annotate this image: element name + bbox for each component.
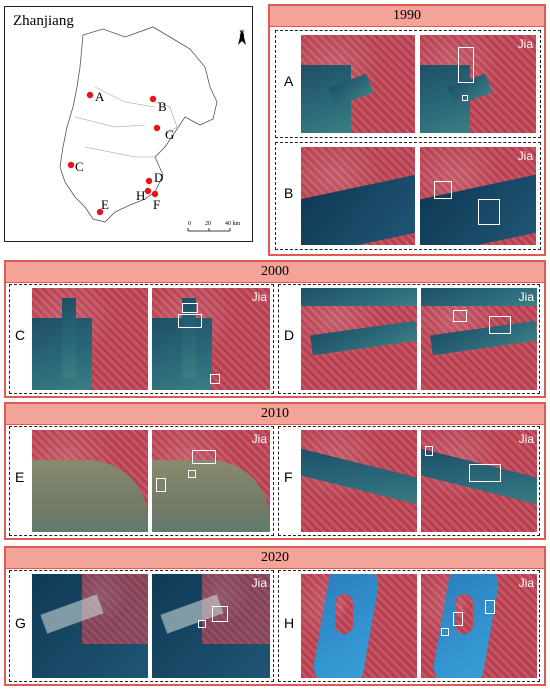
group-d-label: D (284, 327, 295, 343)
highlight-box-c3 (210, 374, 220, 384)
watermark-f: Jia (518, 432, 534, 446)
highlight-box-a2 (462, 95, 468, 101)
image-a-annotated: Jia (420, 35, 536, 133)
highlight-box-h2 (485, 600, 495, 614)
panel-1990: 1990 A Jia B Jia (268, 4, 546, 256)
image-h-annotated: Jia (421, 574, 537, 678)
group-e-label: E (15, 469, 25, 485)
panel-2020-header: 2020 (6, 548, 544, 569)
map-title: Zhanjiang (13, 13, 74, 29)
highlight-box-f1 (425, 446, 433, 456)
panel-2000: 2000 C Jia D Jia (4, 260, 546, 398)
group-f-label: F (284, 469, 293, 485)
highlight-box-c2 (178, 314, 202, 328)
group-g: G Jia (9, 570, 274, 682)
zhanjiang-outline-map (59, 26, 231, 232)
highlight-box-f2 (469, 464, 501, 482)
panel-2000-header: 2000 (6, 262, 544, 283)
image-f-original (301, 430, 417, 532)
site-label-g: G (165, 127, 175, 142)
site-label-b: B (158, 99, 167, 114)
highlight-box-h1 (453, 612, 463, 626)
panel-1990-header: 1990 (270, 6, 544, 27)
watermark-a: Jia (517, 37, 533, 51)
group-h: H Jia (278, 570, 540, 682)
site-label-f: F (153, 197, 161, 212)
image-b-original (301, 147, 415, 245)
image-a-original (301, 35, 415, 133)
site-marker-e (96, 208, 104, 216)
image-f-annotated: Jia (421, 430, 537, 532)
group-b: B Jia (275, 142, 541, 250)
panel-2010: 2010 E Jia F Jia (4, 402, 546, 540)
group-f: F Jia (278, 426, 540, 536)
site-marker-c (67, 161, 75, 169)
image-g-annotated: Jia (152, 574, 270, 678)
panel-2010-header: 2010 (6, 404, 544, 425)
group-d: D Jia (278, 284, 540, 394)
site-marker-b (149, 95, 157, 103)
highlight-box-b2 (478, 199, 500, 225)
group-c-label: C (15, 327, 26, 343)
image-g-original (32, 574, 148, 678)
group-b-label: B (284, 185, 294, 201)
site-label-d: D (154, 170, 164, 185)
highlight-box-e2 (188, 470, 196, 478)
watermark-d: Jia (518, 290, 534, 304)
watermark-e: Jia (251, 432, 267, 446)
highlight-box-e1 (192, 450, 216, 464)
site-marker-g (153, 124, 161, 132)
image-b-annotated: Jia (420, 147, 536, 245)
watermark-g: Jia (251, 576, 267, 590)
image-h-original (301, 574, 417, 678)
north-arrow-icon: N (236, 29, 248, 55)
site-label-c: C (75, 159, 84, 174)
site-marker-f (151, 190, 159, 198)
site-marker-d (145, 177, 153, 185)
scale-tick-0: 0 (188, 221, 191, 227)
highlight-box-d2 (489, 316, 511, 334)
group-g-label: G (15, 615, 26, 631)
highlight-box-e3 (156, 478, 166, 492)
image-c-original (32, 288, 148, 390)
watermark-b: Jia (517, 149, 533, 163)
image-e-annotated: Jia (152, 430, 270, 532)
scale-tick-40: 40 km (225, 221, 241, 227)
image-d-annotated: Jia (421, 288, 537, 390)
watermark-h: Jia (518, 576, 534, 590)
highlight-box-g2 (198, 620, 206, 628)
group-e: E Jia (9, 426, 274, 536)
overview-map: Zhanjiang A B G C D H F E N 0 (4, 6, 253, 242)
group-a: A Jia (275, 30, 541, 138)
highlight-box-g1 (212, 606, 228, 622)
site-marker-h (144, 187, 152, 195)
group-a-label: A (284, 73, 294, 89)
highlight-box-b1 (434, 181, 452, 199)
group-h-label: H (284, 615, 295, 631)
site-label-h: H (136, 188, 146, 203)
highlight-box-h3 (441, 628, 449, 636)
image-e-original (32, 430, 148, 532)
scale-tick-20: 20 (205, 221, 211, 227)
highlight-box-a1 (458, 47, 474, 83)
site-marker-a (86, 91, 94, 99)
site-label-a: A (95, 89, 105, 104)
watermark-c: Jia (251, 290, 267, 304)
image-d-original (301, 288, 417, 390)
image-c-annotated: Jia (152, 288, 270, 390)
group-c: C Jia (9, 284, 274, 394)
highlight-box-d1 (453, 310, 467, 322)
panel-2020: 2020 G Jia H Jia (4, 546, 546, 686)
highlight-box-c1 (182, 303, 198, 313)
site-label-e: E (101, 197, 109, 212)
